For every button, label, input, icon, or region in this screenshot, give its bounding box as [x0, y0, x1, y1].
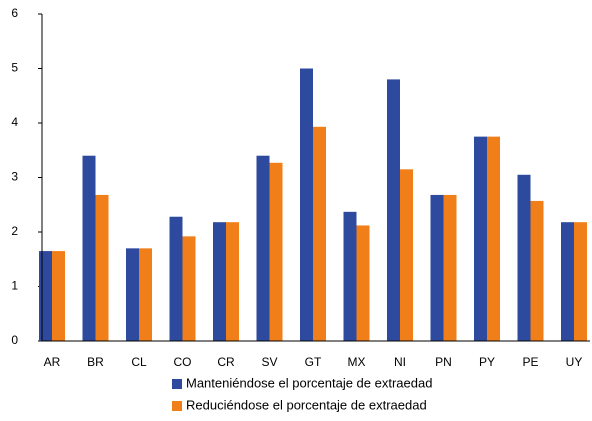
bar — [387, 79, 400, 342]
bar — [400, 169, 413, 341]
bar — [226, 222, 239, 341]
bar — [182, 236, 196, 341]
x-tick-label: BR — [87, 355, 104, 369]
x-tick-label: CL — [131, 355, 147, 369]
bar — [95, 194, 109, 341]
bar — [213, 222, 226, 341]
bar — [269, 162, 283, 341]
bar — [530, 200, 544, 341]
x-tick-label: NI — [394, 355, 406, 369]
x-tick-label: GT — [305, 355, 322, 369]
bar — [52, 251, 65, 341]
legend-label: Manteniéndose el porcentaje de extraedad — [186, 375, 432, 390]
x-tick-label: AR — [44, 355, 61, 369]
x-tick-label: UY — [566, 355, 583, 369]
y-tick-label: 1 — [11, 279, 18, 293]
x-tick-label: SV — [261, 355, 277, 369]
legend-swatch — [172, 379, 182, 389]
bar — [126, 248, 139, 341]
y-tick-label: 0 — [11, 333, 18, 347]
bar — [82, 155, 96, 341]
bar — [139, 248, 152, 341]
bar — [313, 126, 326, 341]
legend-label: Reduciéndose el porcentaje de extraedad — [186, 397, 427, 412]
y-tick-label: 3 — [11, 170, 18, 184]
x-tick-label: CO — [174, 355, 192, 369]
x-tick-label: PE — [522, 355, 538, 369]
bar — [256, 155, 270, 341]
bar — [300, 68, 313, 341]
x-tick-label: MX — [348, 355, 366, 369]
bar — [169, 216, 183, 341]
bar — [474, 136, 487, 341]
y-tick-label: 2 — [11, 224, 18, 238]
y-tick-label: 6 — [11, 6, 18, 20]
bar — [574, 222, 587, 341]
bar — [517, 174, 531, 341]
bar — [443, 194, 457, 341]
bar — [561, 222, 574, 341]
legend-swatch — [172, 401, 182, 411]
bar — [39, 251, 52, 341]
y-tick-label: 4 — [11, 115, 18, 129]
bar — [356, 225, 370, 341]
x-tick-label: CR — [217, 355, 235, 369]
bar — [430, 194, 444, 341]
bar — [343, 211, 357, 341]
bar — [487, 136, 500, 341]
y-tick-label: 5 — [11, 61, 18, 75]
x-tick-label: PN — [435, 355, 452, 369]
x-tick-label: PY — [479, 355, 495, 369]
